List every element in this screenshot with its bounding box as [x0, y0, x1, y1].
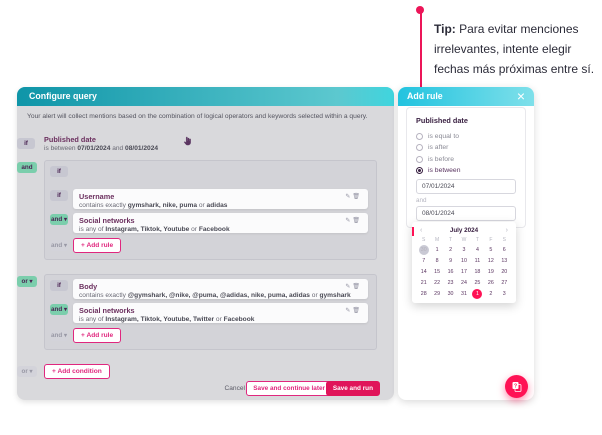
svg-text:?: ? — [513, 383, 516, 389]
